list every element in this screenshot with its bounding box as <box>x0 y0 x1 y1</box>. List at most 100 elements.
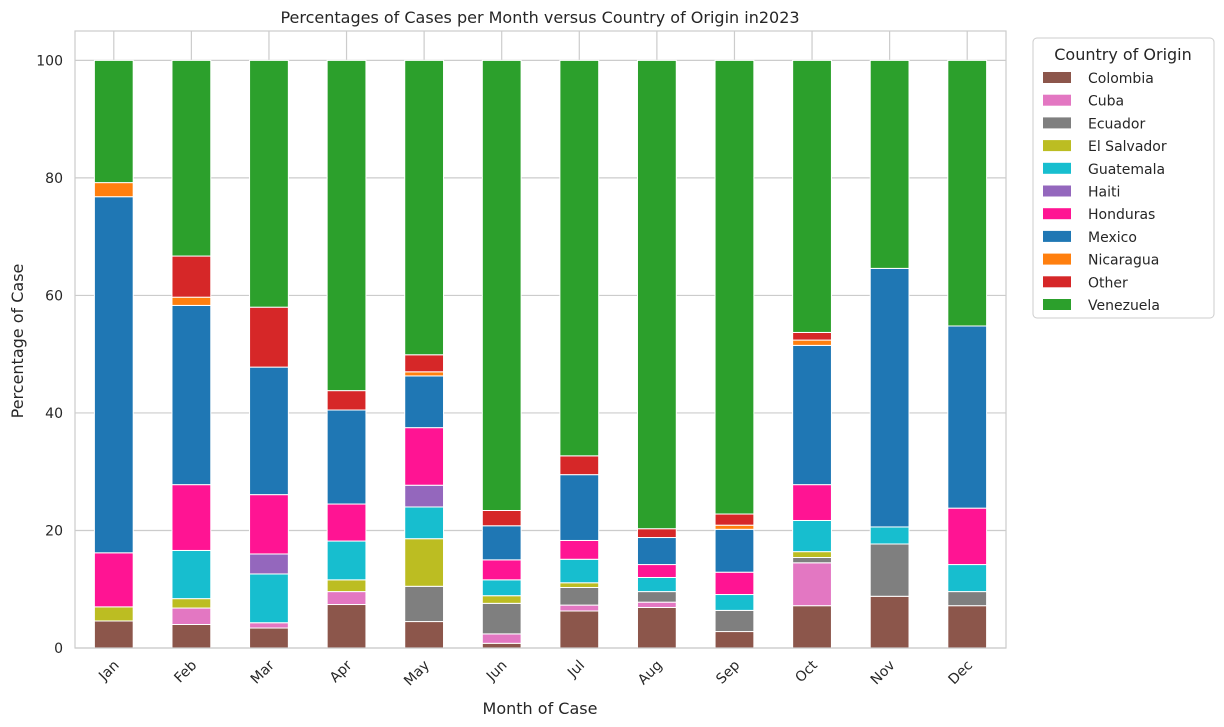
bar-segment <box>481 579 522 597</box>
bar-segment <box>404 354 445 373</box>
y-tick-labels: 0 20 40 60 80 100 <box>36 53 63 657</box>
bar-segment <box>559 539 600 560</box>
legend-swatch <box>1043 140 1071 152</box>
bar-segment <box>792 59 832 333</box>
bar-segment <box>326 591 367 606</box>
legend-swatch <box>1043 72 1071 83</box>
bar-segment <box>714 609 755 633</box>
legend-label: Guatemala <box>1088 162 1165 178</box>
bar-segment <box>249 366 289 496</box>
bar-segment <box>714 528 755 573</box>
bar-segment <box>171 549 212 600</box>
bar-segment <box>636 564 677 578</box>
bar-segment <box>792 519 832 553</box>
bar-segment <box>559 610 600 649</box>
bar-segment <box>171 59 212 257</box>
bar-segment <box>947 507 988 566</box>
bar-segment <box>792 339 832 346</box>
bar-segment <box>404 427 445 486</box>
bar-segment <box>326 503 367 542</box>
bar-segment <box>326 604 367 649</box>
bar-segment <box>636 591 677 603</box>
bar-segment <box>249 622 289 629</box>
bar-segment <box>171 484 212 551</box>
bar-segment <box>636 576 677 593</box>
bar-segment <box>171 598 212 609</box>
bar-segment <box>481 525 522 561</box>
legend-swatch <box>1043 230 1071 242</box>
bar-segment <box>249 573 289 624</box>
bar-segment <box>249 627 289 649</box>
y-tick-label: 60 <box>45 288 63 304</box>
bar-segment <box>792 344 832 486</box>
bar-segment <box>404 621 445 649</box>
bar-segment <box>171 296 212 306</box>
bar-segment <box>404 59 445 356</box>
bar-segment <box>404 375 445 429</box>
bar-segment <box>481 559 522 581</box>
bar-segment <box>93 59 134 184</box>
bar-segment <box>404 506 445 540</box>
bar-segment <box>404 371 445 377</box>
y-tick-label: 20 <box>45 523 63 539</box>
bar-segment <box>404 585 445 623</box>
bar-segment <box>326 540 367 581</box>
legend-label: Venezuela <box>1088 298 1160 314</box>
y-tick-label: 0 <box>54 641 63 657</box>
legend-swatch <box>1043 253 1071 265</box>
legend-label: Colombia <box>1088 71 1154 87</box>
bar-segment <box>481 642 522 649</box>
x-axis-label: Month of Case <box>483 699 598 718</box>
bars-group <box>93 59 988 649</box>
bar-segment <box>326 59 367 392</box>
y-axis-label: Percentage of Case <box>8 264 27 419</box>
bar-segment <box>792 551 832 559</box>
y-tick-label: 80 <box>45 171 63 187</box>
bar-segment <box>559 582 600 588</box>
bar-segment <box>481 509 522 527</box>
legend-swatch <box>1043 208 1071 220</box>
bar-segment <box>869 526 910 545</box>
bar-segment <box>404 538 445 587</box>
bar-segment <box>636 601 677 608</box>
bar-segment <box>792 605 832 649</box>
legend-swatch <box>1043 185 1071 197</box>
bar-segment <box>93 182 134 198</box>
bar-segment <box>171 607 212 625</box>
bar-segment <box>947 564 988 593</box>
bar-segment <box>93 196 134 554</box>
bar-segment <box>249 306 289 368</box>
bar-segment <box>869 59 910 269</box>
legend-box <box>1032 37 1215 319</box>
bar-segment <box>559 558 600 584</box>
bar-segment <box>326 390 367 411</box>
legend-label: Honduras <box>1088 207 1155 223</box>
legend-swatch <box>1043 94 1071 106</box>
bar-segment <box>792 331 832 341</box>
bar-segment <box>792 484 832 521</box>
legend-label: Other <box>1088 275 1128 291</box>
y-tick-label: 100 <box>36 53 63 69</box>
bar-segment <box>636 59 677 530</box>
bar-segment <box>869 543 910 597</box>
bar-segment <box>481 602 522 635</box>
bar-segment <box>636 537 677 566</box>
legend-swatch <box>1043 117 1071 129</box>
bar-segment <box>326 409 367 505</box>
bar-segment <box>714 59 755 515</box>
bar-segment <box>559 474 600 541</box>
bar-segment <box>481 59 522 511</box>
legend-items: Colombia Cuba Ecuador El Salvador Guatemala H… <box>1043 71 1167 314</box>
bar-segment <box>947 605 988 649</box>
bar-segment <box>792 562 832 607</box>
bar-segment <box>714 513 755 526</box>
bar-segment <box>947 325 988 509</box>
legend-label: Haiti <box>1088 185 1120 201</box>
bar-segment <box>869 267 910 528</box>
bar-segment <box>559 586 600 606</box>
plot-frame <box>74 30 1007 649</box>
bar-segment <box>559 455 600 476</box>
legend-title: Country of Origin <box>1054 45 1192 64</box>
legend-label: El Salvador <box>1088 139 1167 155</box>
